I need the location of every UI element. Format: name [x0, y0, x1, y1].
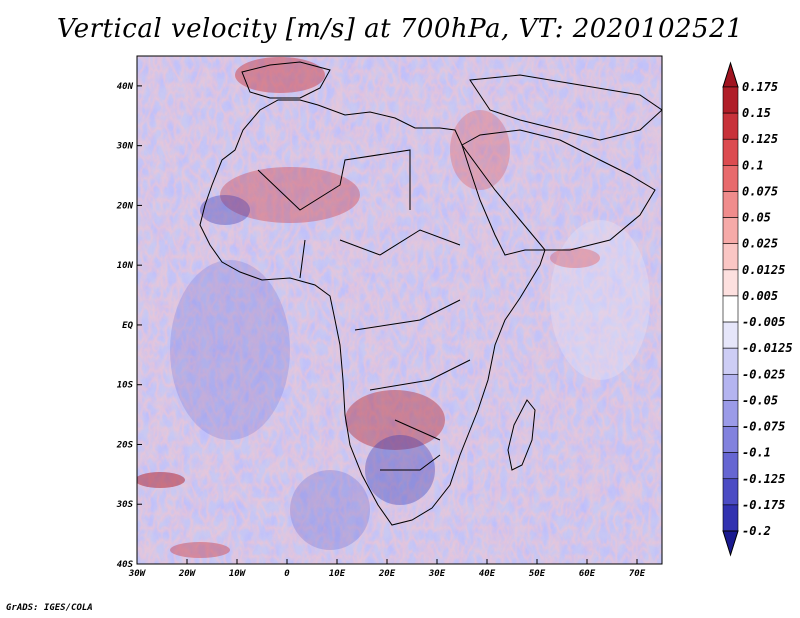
lon-tick-label: 10W [229, 569, 247, 579]
colorbar-swatch [722, 426, 739, 453]
velocity-field [137, 56, 662, 564]
footer-credit: GrADS: IGES/COLA [6, 603, 93, 613]
colorbar-swatch [722, 217, 739, 245]
colorbar-swatch [722, 373, 739, 401]
colorbar-label: -0.125 [742, 472, 785, 486]
lat-tick-label: 10S [117, 381, 134, 391]
lat-tick-label: 40N [117, 82, 134, 92]
colorbar-swatch [722, 321, 739, 349]
lat-tick-label: 20S [116, 440, 134, 450]
lon-tick-label: 0 [284, 569, 290, 579]
colorbar-label: -0.025 [742, 367, 785, 381]
colorbar-label: 0.125 [742, 132, 778, 146]
colorbar-label: 0.0125 [742, 263, 785, 277]
plot-frame [136, 55, 663, 565]
colorbar-label: 0.025 [742, 237, 778, 251]
latitude-axis: 40N 30N 20N 10N EQ 10S 20S 30S 40S [116, 82, 142, 570]
colorbar-swatch [722, 269, 739, 297]
lon-tick-label: 60E [579, 569, 596, 579]
lon-tick-label: 20W [178, 569, 197, 579]
colorbar-swatch [722, 452, 739, 480]
colorbar-label: -0.175 [742, 498, 785, 512]
lon-tick-label: 20E [378, 569, 396, 579]
colorbar-label: 0.175 [742, 80, 778, 94]
colorbar-swatch [722, 347, 739, 375]
colorbar-label: 0.05 [742, 211, 771, 225]
lat-tick-label: 30S [116, 500, 134, 510]
lat-tick-label: 10N [117, 261, 134, 271]
lon-tick-label: 50E [529, 569, 546, 579]
colorbar-swatch [722, 138, 739, 166]
lon-tick-label: 10E [329, 569, 346, 579]
lat-tick-label: EQ [122, 321, 133, 331]
colorbar-label: 0.1 [742, 158, 764, 172]
colorbar-label: -0.075 [742, 420, 785, 434]
lat-tick-label: 30N [116, 142, 134, 152]
lon-tick-label: 30E [428, 569, 446, 579]
coastlines [199, 61, 662, 526]
colorbar-swatch [722, 478, 739, 506]
colorbar-swatch [722, 295, 739, 323]
lon-tick-label: 40E [479, 569, 496, 579]
colorbar-swatch [722, 165, 739, 192]
lon-tick-label: 70E [629, 569, 646, 579]
colorbar-label: 0.005 [742, 289, 778, 303]
lat-tick-label: 20N [116, 201, 134, 211]
colorbar-swatch [722, 504, 739, 532]
colorbar-swatch [722, 191, 739, 218]
colorbar-label: -0.0125 [742, 341, 793, 355]
colorbar-label: 0.075 [742, 184, 778, 198]
colorbar-swatch [722, 243, 739, 271]
chart-title: Vertical velocity [m/s] at 700hPa, VT: 2… [56, 14, 744, 44]
lon-tick-label: 30W [128, 569, 147, 579]
colorbar-label: -0.05 [742, 393, 778, 407]
colorbar-label: 0.15 [742, 106, 771, 120]
colorbar-label: -0.2 [742, 524, 771, 538]
colorbar-swatch [722, 112, 739, 140]
colorbar: 0.175 0.15 0.125 0.1 0.075 0.05 0.025 0.0125 0.0… [722, 61, 793, 557]
colorbar-label: -0.1 [742, 446, 771, 460]
longitude-axis: 30W 20W 10W 0 10E 20E 30E 40E 50E 60E 70E [128, 559, 646, 579]
lat-tick-label: 40S [117, 560, 134, 570]
colorbar-top-arrow [722, 61, 739, 88]
colorbar-swatch [722, 86, 739, 114]
colorbar-label: -0.005 [742, 315, 785, 329]
colorbar-swatch [722, 400, 739, 427]
colorbar-bottom-arrow [722, 530, 739, 557]
